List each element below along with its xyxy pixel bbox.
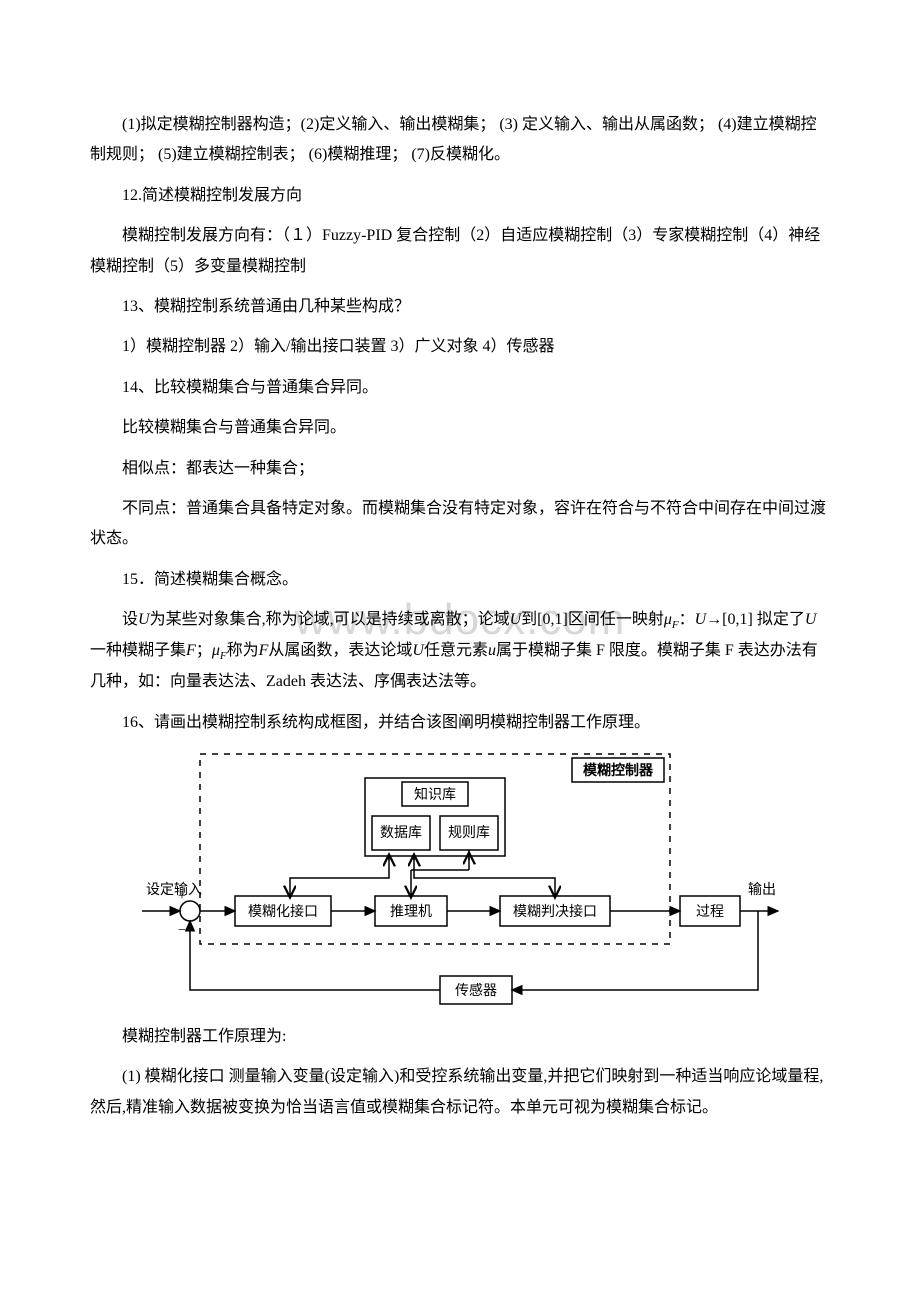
- math-u: u: [488, 642, 496, 659]
- math-U: U: [412, 642, 424, 659]
- math-mu: μ: [664, 611, 672, 628]
- text-span: →[0,1] 拟定了: [706, 611, 805, 628]
- text-span: 一种模糊子集: [90, 642, 186, 659]
- label-defuzzify: 模糊判决接口: [513, 903, 597, 920]
- paragraph-1: (1)拟定模糊控制器构造；(2)定义输入、输出模糊集； (3) 定义输入、输出从…: [90, 110, 830, 171]
- math-F: F: [259, 642, 269, 659]
- paragraph-5: 1）模糊控制器 2）输入/输出接口装置 3）广义对象 4）传感器: [90, 332, 830, 362]
- math-U: U: [805, 611, 817, 628]
- paragraph-8: 相似点：都表达一种集合；: [90, 454, 830, 484]
- label-knowledge: 知识库: [414, 786, 456, 803]
- math-mu-sub: F: [672, 619, 679, 631]
- paragraph-6: 14、比较模糊集合与普通集合异同。: [90, 373, 830, 403]
- math-U: U: [138, 611, 150, 628]
- label-database: 数据库: [380, 825, 422, 841]
- label-set-input: 设定输入: [146, 882, 202, 898]
- paragraph-11: 设U为某些对象集合,称为论域,可以是持续或离散；论域U到[0,1]区间任一映射μ…: [90, 605, 830, 698]
- paragraph-13: 模糊控制器工作原理为:: [90, 1022, 830, 1052]
- text-span: 从属函数，表达论域: [268, 642, 412, 659]
- math-U: U: [695, 611, 707, 628]
- paragraph-9: 不同点：普通集合具备特定对象。而模糊集合没有特定对象，容许在符合与不符合中间存在…: [90, 494, 830, 555]
- label-sensor: 传感器: [455, 982, 497, 999]
- text-span: 称为: [227, 642, 259, 659]
- text-span: 设: [122, 611, 138, 628]
- paragraph-2: 12.简述模糊控制发展方向: [90, 181, 830, 211]
- text-span: 为某些对象集合,称为论域,可以是持续或离散；论域: [150, 611, 510, 628]
- paragraph-4: 13、模糊控制系统普通由几种某些构成？: [90, 292, 830, 322]
- paragraph-10: 15．简述模糊集合概念。: [90, 565, 830, 595]
- label-controller: 模糊控制器: [583, 762, 654, 779]
- label-rulebase: 规则库: [448, 825, 490, 841]
- paragraph-7: 比较模糊集合与普通集合异同。: [90, 413, 830, 443]
- text-span: 到[0,1]区间任一映射: [521, 611, 664, 628]
- text-span: 任意元素: [424, 642, 488, 659]
- fuzzy-control-diagram: 模糊控制器 知识库 数据库 规则库 模糊化接口 推理机 模糊判决接口 过程 传感…: [140, 748, 780, 1008]
- text-span: ；: [196, 642, 212, 659]
- math-U: U: [510, 611, 522, 628]
- label-process: 过程: [696, 904, 724, 920]
- document-body: (1)拟定模糊控制器构造；(2)定义输入、输出模糊集； (3) 定义输入、输出从…: [90, 110, 830, 1123]
- label-output: 输出: [748, 882, 776, 898]
- label-fuzzify: 模糊化接口: [248, 903, 318, 920]
- label-inference: 推理机: [390, 904, 432, 920]
- math-mu: μ: [212, 642, 220, 659]
- math-F: F: [186, 642, 196, 659]
- paragraph-3: 模糊控制发展方向有：（１）Fuzzy-PID 复合控制（2）自适应模糊控制（3）…: [90, 221, 830, 282]
- label-minus: −: [178, 923, 186, 938]
- text-span: ：: [679, 611, 695, 628]
- paragraph-12: 16、请画出模糊控制系统构成框图，并结合该图阐明模糊控制器工作原理。: [90, 708, 830, 738]
- math-mu-sub: F: [220, 650, 227, 662]
- paragraph-14: (1) 模糊化接口 测量输入变量(设定输入)和受控系统输出变量,并把它们映射到一…: [90, 1062, 830, 1123]
